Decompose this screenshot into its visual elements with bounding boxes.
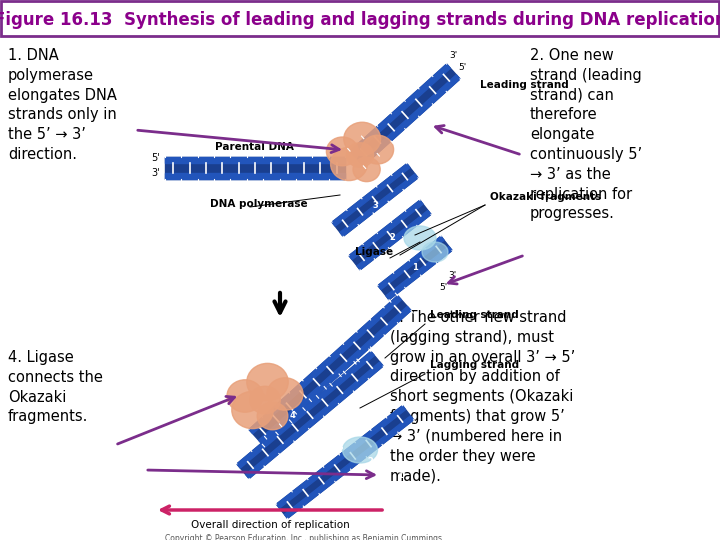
Ellipse shape: [232, 392, 273, 429]
Polygon shape: [249, 296, 411, 444]
Polygon shape: [249, 296, 401, 434]
Text: 1. DNA
polymerase
elongates DNA
strands only in
the 5’ → 3’
direction.: 1. DNA polymerase elongates DNA strands …: [8, 48, 117, 162]
Ellipse shape: [326, 137, 359, 166]
Ellipse shape: [343, 437, 377, 463]
Text: 4. Ligase
connects the
Okazaki
fragments.: 4. Ligase connects the Okazaki fragments…: [8, 350, 103, 424]
Text: Lagging strand: Lagging strand: [430, 360, 519, 370]
Polygon shape: [386, 246, 452, 300]
Polygon shape: [332, 164, 410, 226]
Text: 2. One new
strand (leading
strand) can
therefore
elongate
continuously 5’
→ 3’ a: 2. One new strand (leading strand) can t…: [530, 48, 642, 221]
Text: 2: 2: [367, 457, 373, 467]
Text: Parental DNA: Parental DNA: [215, 142, 294, 152]
Ellipse shape: [422, 242, 448, 262]
Polygon shape: [165, 157, 345, 179]
Polygon shape: [378, 237, 452, 300]
Polygon shape: [350, 64, 460, 166]
Text: Ligase: Ligase: [355, 247, 393, 257]
Text: 4: 4: [290, 410, 296, 420]
Text: Figure 16.13  Synthesis of leading and lagging strands during DNA replication: Figure 16.13 Synthesis of leading and la…: [0, 11, 720, 29]
Ellipse shape: [227, 380, 263, 412]
Polygon shape: [349, 200, 431, 270]
Ellipse shape: [346, 143, 374, 167]
Polygon shape: [359, 75, 460, 166]
Ellipse shape: [250, 386, 280, 414]
Polygon shape: [350, 64, 451, 155]
Ellipse shape: [344, 122, 381, 156]
Ellipse shape: [247, 363, 288, 401]
Text: 3': 3': [448, 271, 456, 280]
Polygon shape: [332, 164, 418, 237]
Polygon shape: [258, 306, 411, 444]
Polygon shape: [357, 211, 431, 270]
Polygon shape: [165, 173, 345, 179]
Polygon shape: [284, 416, 413, 518]
Text: 3': 3': [449, 51, 457, 60]
Ellipse shape: [267, 378, 303, 410]
Text: 3. The other new strand
(lagging strand), must
grow in an overall 3’ → 5’
direct: 3. The other new strand (lagging strand)…: [390, 310, 575, 483]
Polygon shape: [340, 174, 418, 237]
Text: 1: 1: [397, 471, 403, 481]
Polygon shape: [246, 362, 383, 478]
Ellipse shape: [404, 226, 436, 250]
Text: 5': 5': [458, 63, 466, 72]
Polygon shape: [276, 406, 405, 508]
Polygon shape: [349, 200, 423, 260]
Polygon shape: [378, 237, 444, 289]
Text: Leading strand: Leading strand: [430, 310, 518, 320]
Text: Okazaki fragments: Okazaki fragments: [490, 192, 601, 202]
Polygon shape: [237, 352, 383, 478]
Ellipse shape: [353, 157, 380, 181]
Text: Copyright © Pearson Education, Inc., publishing as Benjamin Cummings.: Copyright © Pearson Education, Inc., pub…: [165, 534, 444, 540]
Polygon shape: [237, 352, 374, 468]
Ellipse shape: [330, 147, 367, 180]
Text: 5': 5': [439, 283, 447, 292]
Ellipse shape: [257, 402, 288, 430]
Text: 2: 2: [389, 233, 395, 242]
Text: Leading strand: Leading strand: [480, 80, 569, 90]
Polygon shape: [276, 406, 413, 518]
FancyBboxPatch shape: [1, 1, 719, 36]
Text: Overall direction of replication: Overall direction of replication: [191, 520, 349, 530]
Text: 3: 3: [337, 442, 343, 451]
Polygon shape: [165, 157, 345, 163]
Text: DNA polymerase: DNA polymerase: [210, 199, 307, 209]
Text: 1: 1: [412, 264, 418, 273]
Ellipse shape: [361, 135, 394, 164]
Text: 5': 5': [151, 153, 160, 163]
Text: 3': 3': [151, 168, 160, 178]
Text: 3: 3: [372, 200, 378, 210]
